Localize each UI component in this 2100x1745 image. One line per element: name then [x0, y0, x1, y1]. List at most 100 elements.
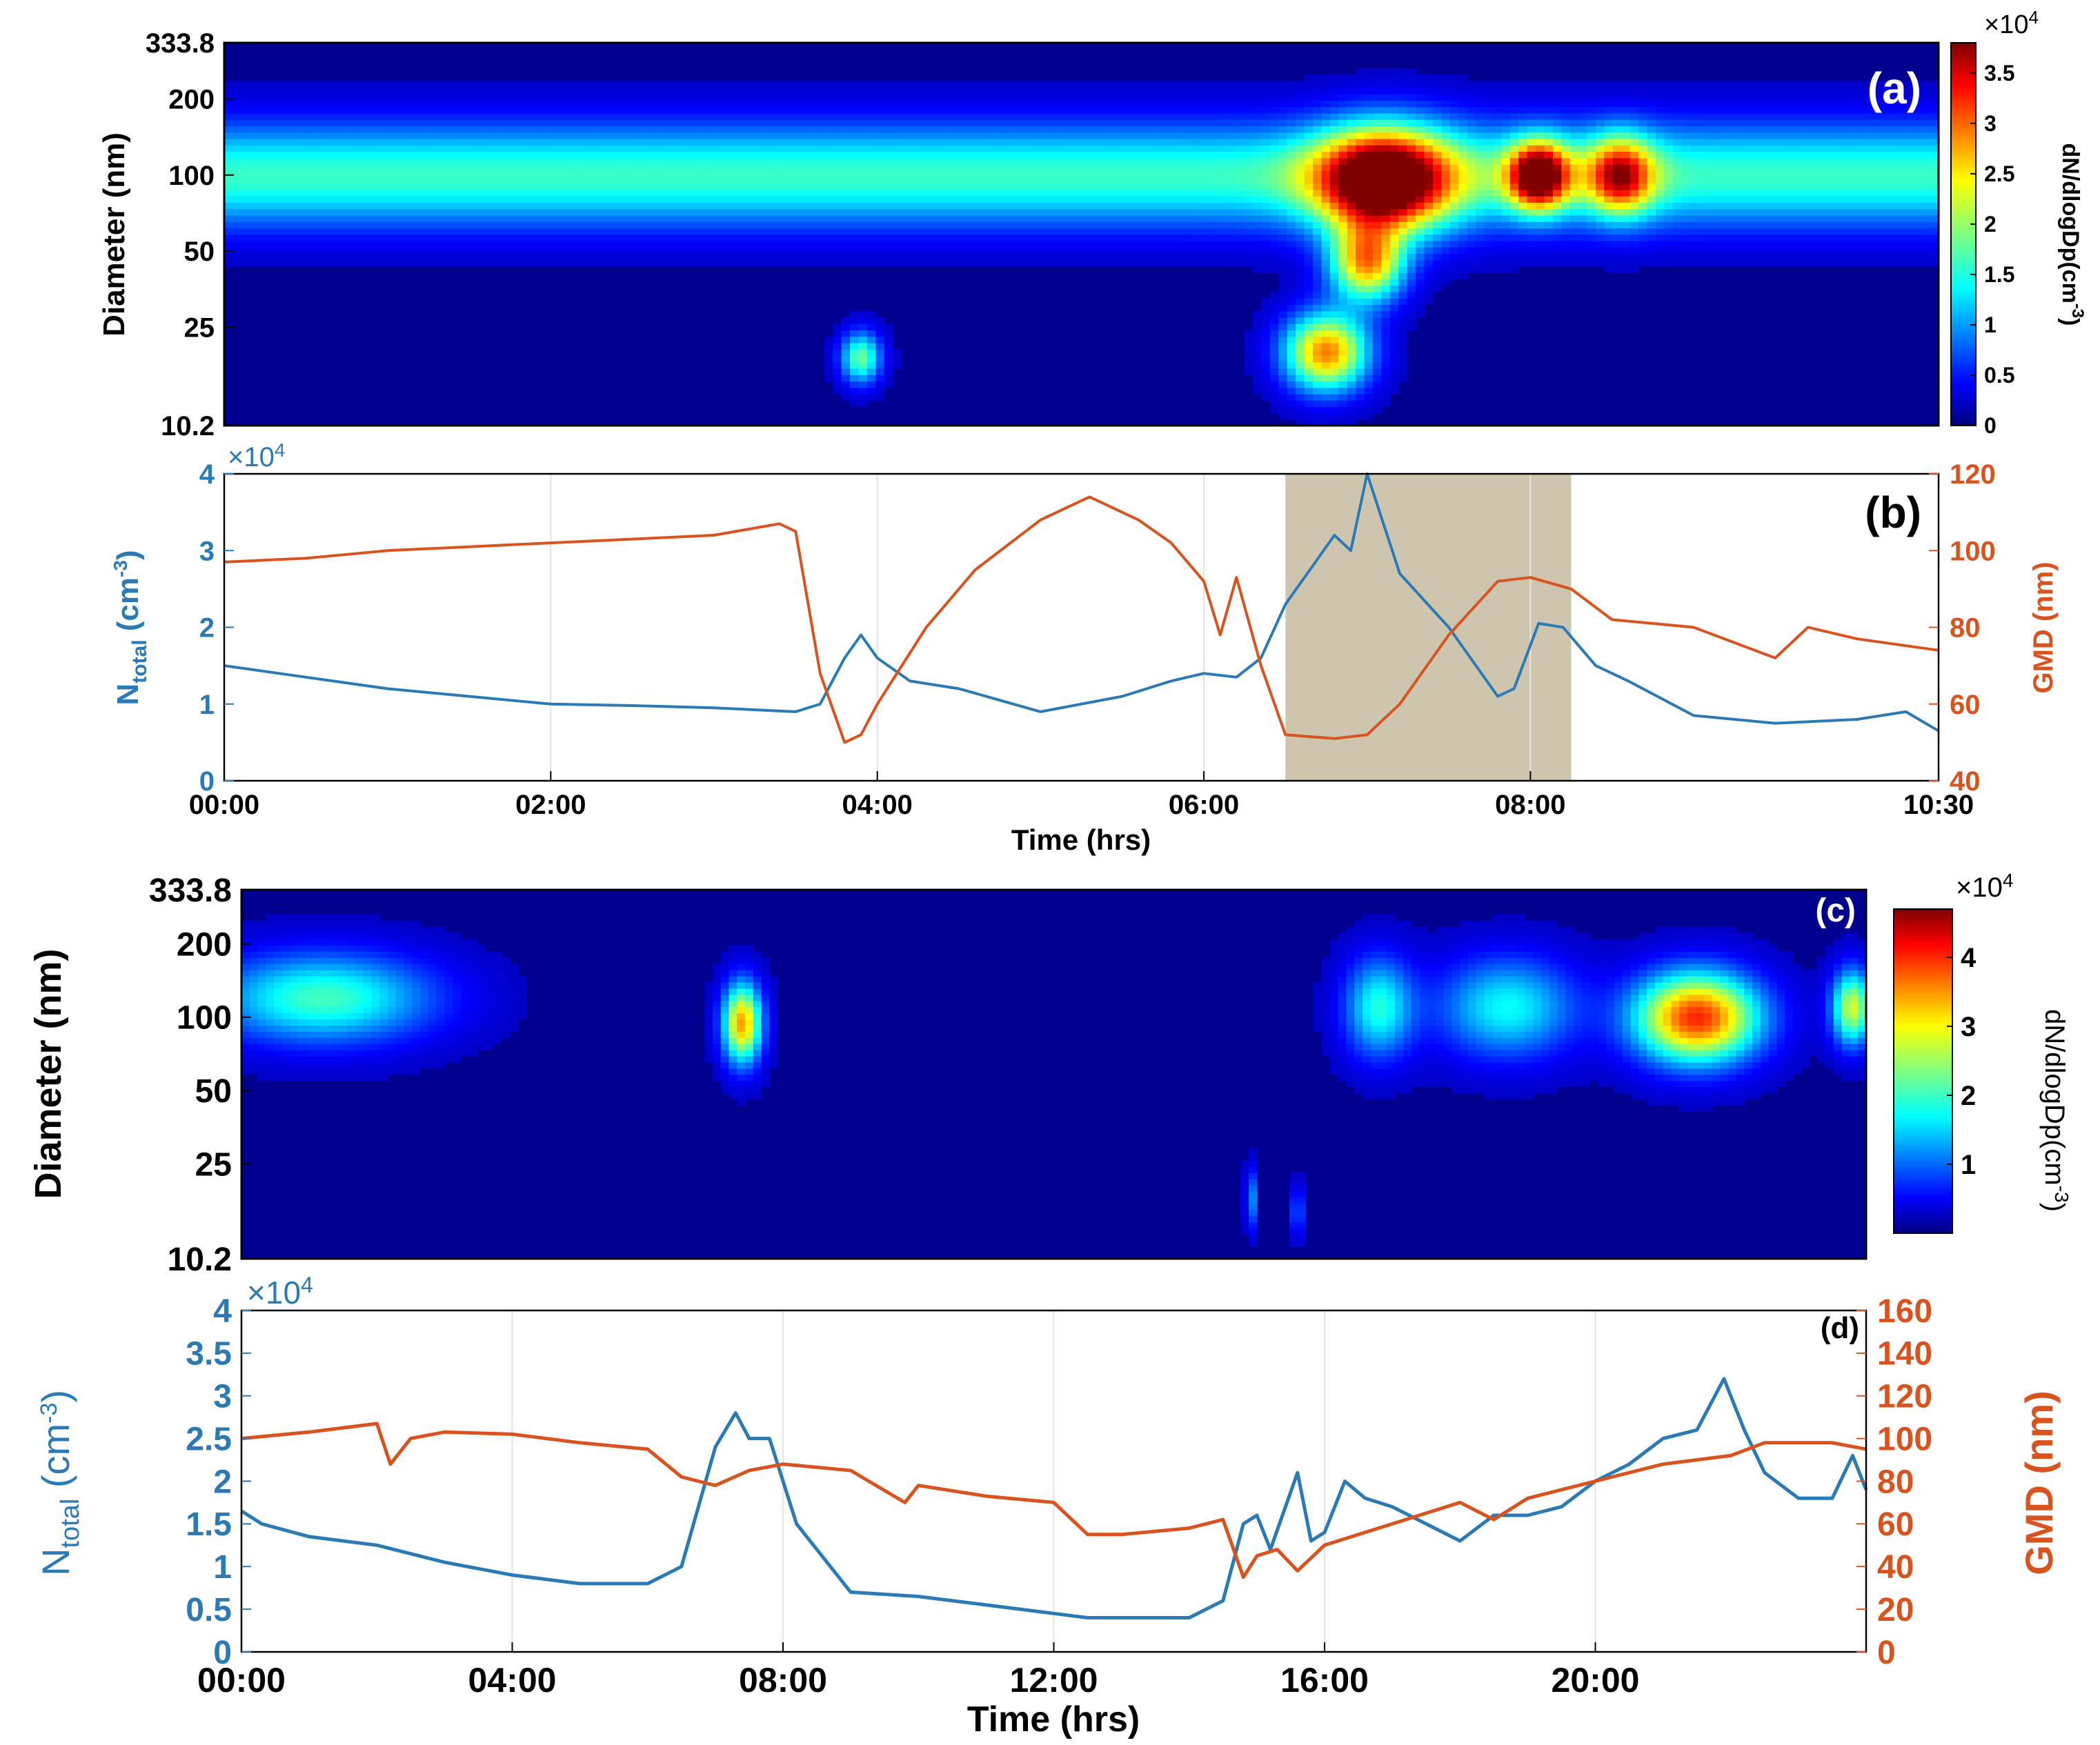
heatmap-a-cell	[1372, 157, 1383, 165]
heatmap-a-cell	[686, 132, 697, 139]
heatmap-a-cell	[661, 208, 671, 216]
heatmap-a-cell	[473, 151, 482, 159]
heatmap-a-cell	[1407, 132, 1416, 139]
heatmap-a-cell	[533, 94, 542, 101]
heatmap-a-cell	[1278, 298, 1288, 306]
heatmap-a-cell	[850, 177, 860, 184]
heatmap-a-cell	[618, 81, 628, 88]
heatmap-a-cell	[550, 247, 559, 255]
heatmap-a-cell	[781, 240, 791, 248]
heatmap-a-cell	[1484, 170, 1494, 178]
heatmap-a-cell	[1261, 81, 1271, 88]
heatmap-a-cell	[1501, 177, 1511, 184]
heatmap-a-cell	[1347, 349, 1356, 357]
heatmap-a-cell	[1321, 291, 1331, 299]
heatmap-a-cell	[1029, 94, 1040, 101]
heatmap-a-cell	[1364, 189, 1374, 197]
heatmap-a-cell	[901, 87, 911, 94]
heatmap-a-cell	[1338, 310, 1348, 318]
heatmap-a-cell	[593, 221, 602, 229]
heatmap-a-cell	[850, 132, 860, 139]
heatmap-a-cell	[850, 368, 860, 375]
heatmap-a-cell	[1484, 215, 1494, 222]
heatmap-a-cell	[1372, 266, 1383, 273]
heatmap-a-cell	[755, 119, 765, 127]
heatmap-a-cell	[1389, 170, 1400, 178]
heatmap-a-cell	[1158, 177, 1168, 184]
heatmap-a-cell	[293, 106, 302, 114]
heatmap-a-cell	[1381, 157, 1391, 165]
heatmap-a-cell	[1321, 170, 1331, 178]
heatmap-a-cell	[1467, 183, 1476, 190]
heatmap-a-cell	[1021, 87, 1031, 94]
heatmap-a-cell	[626, 106, 637, 114]
heatmap-a-cell	[447, 183, 457, 190]
heatmap-a-cell	[1064, 240, 1073, 248]
heatmap-a-cell	[661, 132, 671, 139]
heatmap-a-cell	[1347, 170, 1356, 178]
heatmap-a-cell	[344, 119, 354, 127]
heatmap-a-cell	[1449, 228, 1460, 235]
heatmap-a-cell	[644, 138, 654, 146]
heatmap-a-cell	[1278, 106, 1288, 114]
heatmap-a-cell	[987, 100, 997, 108]
heatmap-a-cell	[721, 163, 731, 171]
heatmap-a-cell	[224, 145, 234, 152]
heatmap-a-cell	[473, 202, 482, 210]
heatmap-a-cell	[1407, 100, 1416, 108]
heatmap-a-cell	[1167, 151, 1176, 159]
heatmap-a-cell	[893, 189, 902, 197]
heatmap-a-cell	[704, 151, 714, 159]
heatmap-a-cell	[635, 234, 645, 241]
heatmap-a-cell	[1356, 412, 1365, 420]
heatmap-a-cell	[1321, 221, 1331, 229]
heatmap-a-cell	[584, 215, 594, 222]
heatmap-a-cell	[430, 170, 439, 178]
heatmap-a-cell	[1509, 234, 1519, 241]
heatmap-a-cell	[1098, 177, 1108, 184]
heatmap-a-cell	[1407, 323, 1416, 331]
heatmap-a-cell	[1467, 87, 1476, 94]
heatmap-a-cell	[884, 87, 893, 94]
heatmap-a-cell	[301, 202, 311, 210]
heatmap-a-cell	[1296, 221, 1305, 229]
heatmap-a-cell	[1329, 100, 1340, 108]
heatmap-a-cell	[1073, 208, 1082, 216]
heatmap-a-cell	[258, 189, 268, 197]
heatmap-a-cell	[1304, 151, 1314, 159]
heatmap-a-cell	[1501, 183, 1511, 190]
heatmap-a-cell	[935, 196, 945, 203]
heatmap-a-cell	[1176, 253, 1185, 261]
heatmap-a-cell	[524, 94, 534, 101]
heatmap-a-cell	[1004, 100, 1013, 108]
heatmap-a-cell	[258, 151, 268, 159]
heatmap-a-cell	[387, 170, 397, 178]
heatmap-a-cell	[1081, 132, 1091, 139]
heatmap-a-cell	[241, 145, 251, 152]
heatmap-a-cell	[1312, 132, 1323, 139]
heatmap-a-cell	[1356, 87, 1365, 94]
heatmap-a-cell	[1269, 228, 1280, 235]
heatmap-a-cell	[1389, 272, 1400, 280]
heatmap-a-cell	[713, 157, 722, 165]
heatmap-a-cell	[1432, 266, 1443, 273]
heatmap-a-cell	[370, 145, 379, 152]
heatmap-a-cell	[1321, 279, 1331, 286]
heatmap-a-cell	[1416, 234, 1425, 241]
heatmap-a-cell	[1176, 221, 1185, 229]
heatmap-a-cell	[1458, 189, 1468, 197]
heatmap-a-cell	[1441, 138, 1451, 146]
heatmap-a-cell	[378, 259, 388, 267]
heatmap-a-cell	[1253, 112, 1262, 120]
heatmap-a-cell	[1432, 119, 1443, 127]
heatmap-a-cell	[1089, 106, 1100, 114]
heatmap-a-cell	[1356, 272, 1365, 280]
heatmap-a-cell	[1141, 196, 1151, 203]
heatmap-a-cell	[1021, 163, 1031, 171]
heatmap-a-cell	[1398, 202, 1408, 210]
heatmap-a-cell	[1424, 189, 1434, 197]
heatmap-a-cell	[395, 170, 405, 178]
heatmap-a-cell	[507, 81, 517, 88]
heatmap-a-cell	[507, 170, 517, 178]
heatmap-a-cell	[953, 228, 962, 235]
